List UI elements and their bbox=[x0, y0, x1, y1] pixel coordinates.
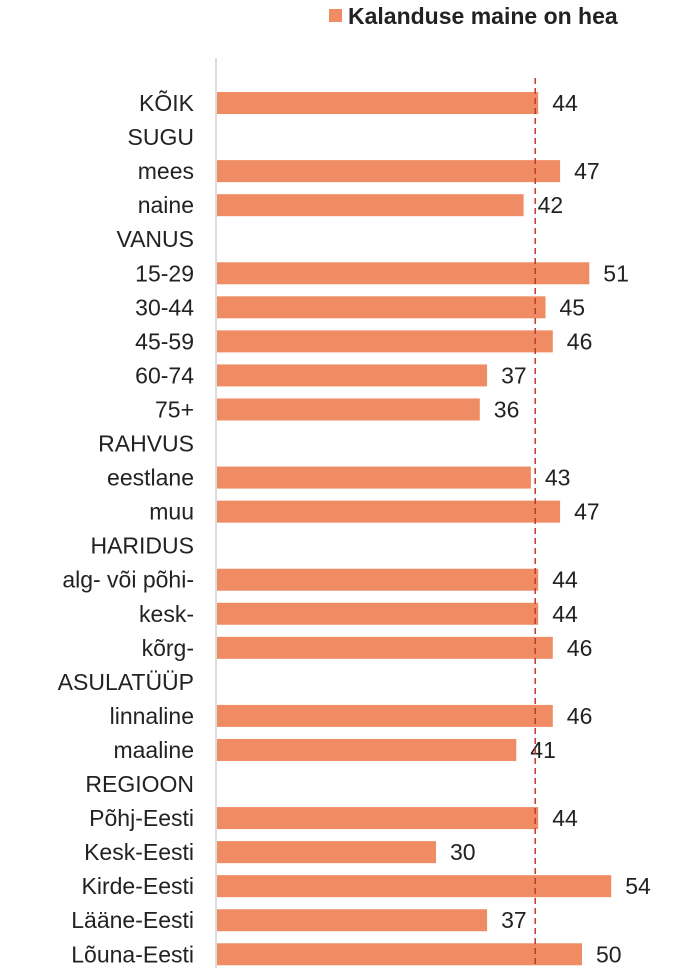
bars-group bbox=[217, 92, 612, 966]
value-label: 50 bbox=[596, 941, 622, 967]
legend-label: Kalanduse maine on hea bbox=[348, 3, 618, 29]
value-label: 37 bbox=[501, 907, 527, 933]
category-label: 75+ bbox=[155, 396, 194, 422]
value-label: 46 bbox=[567, 703, 593, 729]
category-label: muu bbox=[149, 499, 194, 525]
bar bbox=[217, 262, 590, 285]
bar bbox=[217, 330, 553, 353]
value-label: 54 bbox=[625, 873, 651, 899]
category-label: kõrg- bbox=[142, 635, 194, 661]
value-label: 42 bbox=[538, 192, 564, 218]
value-label: 44 bbox=[552, 601, 578, 627]
category-labels: KÕIK SUGU mees naine VANUS 15-29 30-44 45-59 60-… bbox=[58, 89, 195, 967]
category-label: SUGU bbox=[128, 124, 194, 150]
bar bbox=[217, 807, 539, 830]
value-label: 44 bbox=[552, 90, 578, 116]
legend-swatch bbox=[329, 9, 342, 22]
value-label: 41 bbox=[530, 737, 556, 763]
category-label: maaline bbox=[113, 737, 194, 763]
bar bbox=[217, 738, 517, 761]
value-label: 36 bbox=[494, 396, 520, 422]
value-label: 37 bbox=[501, 362, 527, 388]
category-label: kesk- bbox=[139, 601, 194, 627]
category-label: 60-74 bbox=[135, 362, 194, 388]
category-label: eestlane bbox=[107, 465, 194, 491]
legend: Kalanduse maine on hea bbox=[329, 3, 618, 29]
category-label: Lääne-Eesti bbox=[71, 907, 194, 933]
bar bbox=[217, 909, 488, 932]
category-label: Kirde-Eesti bbox=[82, 873, 194, 899]
value-label: 51 bbox=[603, 260, 629, 286]
bar bbox=[217, 364, 488, 387]
bar bbox=[217, 943, 582, 966]
bar bbox=[217, 92, 539, 115]
bar bbox=[217, 636, 553, 659]
category-label: KÕIK bbox=[139, 89, 195, 116]
bar bbox=[217, 875, 612, 898]
category-label: ASULATÜÜP bbox=[58, 669, 194, 695]
category-label: mees bbox=[138, 158, 194, 184]
value-label: 46 bbox=[567, 328, 593, 354]
category-label: Lõuna-Eesti bbox=[71, 941, 194, 967]
category-label: HARIDUS bbox=[90, 533, 194, 559]
bar bbox=[217, 466, 531, 489]
bar bbox=[217, 841, 436, 864]
category-label: naine bbox=[138, 192, 194, 218]
category-label: REGIOON bbox=[85, 771, 194, 797]
category-label: 45-59 bbox=[135, 328, 194, 354]
bar bbox=[217, 160, 561, 183]
value-label: 43 bbox=[545, 465, 571, 491]
value-label: 44 bbox=[552, 805, 578, 831]
value-label: 30 bbox=[450, 839, 476, 865]
category-label: Põhj-Eesti bbox=[89, 805, 194, 831]
bar bbox=[217, 398, 480, 421]
category-label: alg- või põhi- bbox=[62, 567, 194, 593]
value-label: 47 bbox=[574, 158, 600, 184]
category-label: Kesk-Eesti bbox=[84, 839, 194, 865]
bar bbox=[217, 704, 553, 727]
bar bbox=[217, 296, 546, 319]
category-label: RAHVUS bbox=[98, 431, 194, 457]
bar bbox=[217, 500, 561, 523]
value-label: 44 bbox=[552, 567, 578, 593]
category-label: VANUS bbox=[116, 226, 194, 252]
bar bbox=[217, 194, 524, 217]
category-label: 15-29 bbox=[135, 260, 194, 286]
value-label: 46 bbox=[567, 635, 593, 661]
value-label: 45 bbox=[560, 294, 586, 320]
bar bbox=[217, 602, 539, 625]
category-label: 30-44 bbox=[135, 294, 194, 320]
category-label: linnaline bbox=[110, 703, 194, 729]
bar bbox=[217, 568, 539, 591]
value-label: 47 bbox=[574, 499, 600, 525]
